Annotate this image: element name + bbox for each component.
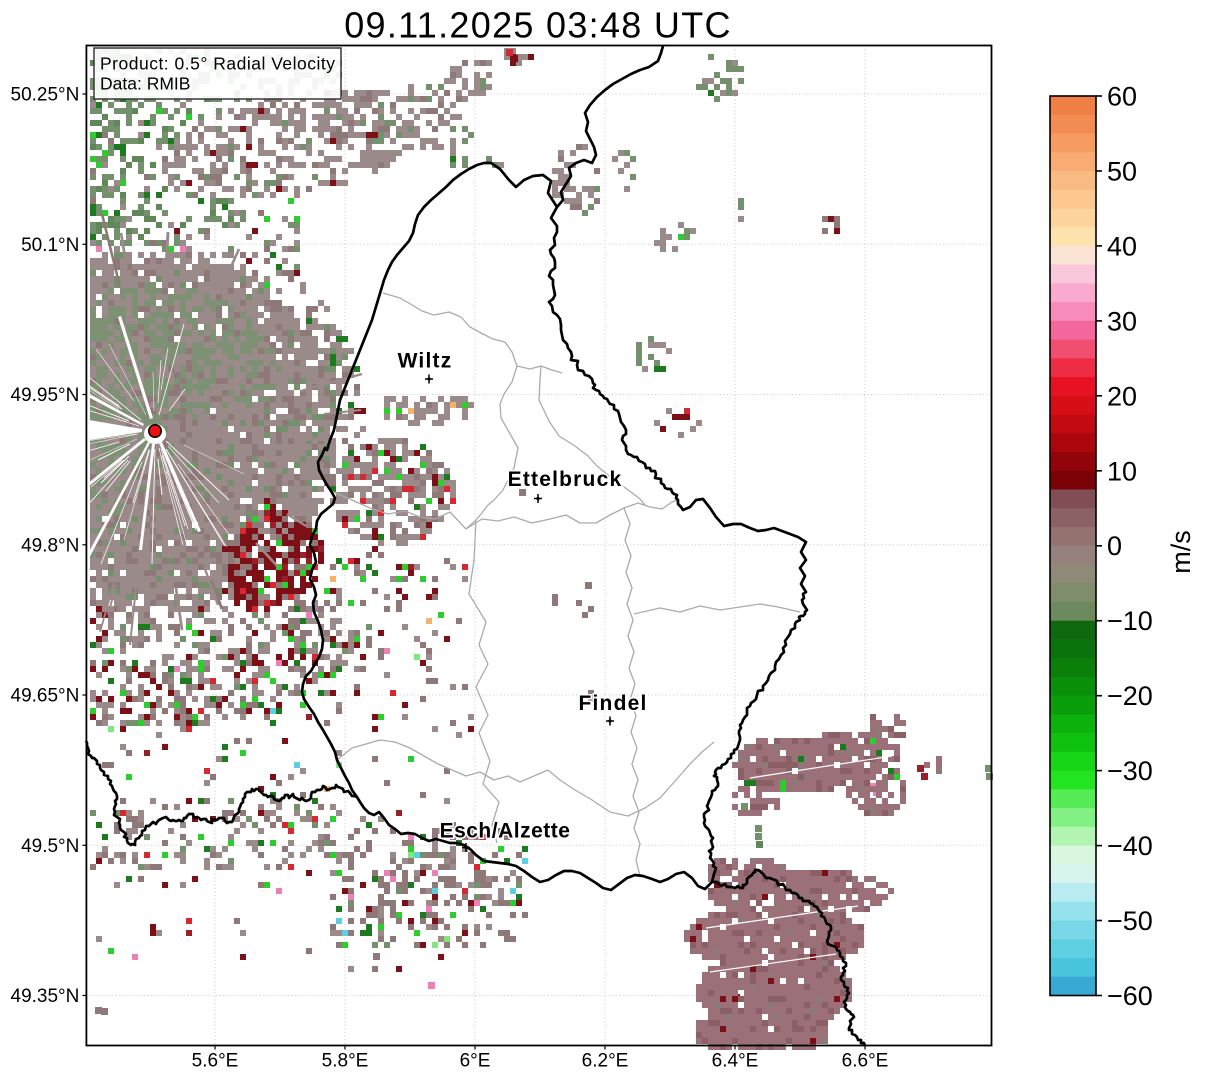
svg-text:6.2°E: 6.2°E [582,1051,629,1072]
svg-text:Ettelbruck: Ettelbruck [508,468,623,491]
svg-text:49.35°N: 49.35°N [11,986,80,1007]
svg-text:40: 40 [1107,231,1137,261]
svg-text:50.25°N: 50.25°N [11,85,80,106]
svg-text:6.6°E: 6.6°E [842,1051,889,1072]
svg-text:Findel: Findel [578,692,647,715]
svg-text:49.65°N: 49.65°N [11,686,80,707]
svg-text:6.4°E: 6.4°E [712,1051,759,1072]
svg-text:−30: −30 [1107,756,1153,786]
svg-text:Product: 0.5° Radial Velocity: Product: 0.5° Radial Velocity [100,54,336,74]
svg-text:−60: −60 [1107,981,1153,1011]
svg-text:09.11.2025 03:48 UTC: 09.11.2025 03:48 UTC [344,5,732,46]
svg-text:−20: −20 [1107,681,1153,711]
svg-text:20: 20 [1107,381,1137,411]
svg-text:60: 60 [1107,82,1137,112]
svg-text:49.5°N: 49.5°N [21,836,79,857]
svg-text:49.8°N: 49.8°N [21,535,79,556]
svg-text:m/s: m/s [1166,530,1196,574]
svg-text:Esch/Alzette: Esch/Alzette [440,820,571,843]
svg-text:5.8°E: 5.8°E [322,1051,369,1072]
svg-text:Wiltz: Wiltz [398,350,453,373]
svg-text:5.6°E: 5.6°E [192,1051,239,1072]
svg-text:50: 50 [1107,157,1137,187]
svg-text:30: 30 [1107,306,1137,336]
svg-text:−50: −50 [1107,906,1153,936]
svg-text:49.95°N: 49.95°N [11,385,80,406]
svg-text:−40: −40 [1107,831,1153,861]
svg-text:−10: −10 [1107,606,1153,636]
svg-text:0: 0 [1107,531,1122,561]
svg-text:10: 10 [1107,456,1137,486]
svg-text:50.1°N: 50.1°N [21,235,79,256]
svg-text:Data: RMIB: Data: RMIB [100,74,190,94]
svg-text:6°E: 6°E [460,1051,491,1072]
